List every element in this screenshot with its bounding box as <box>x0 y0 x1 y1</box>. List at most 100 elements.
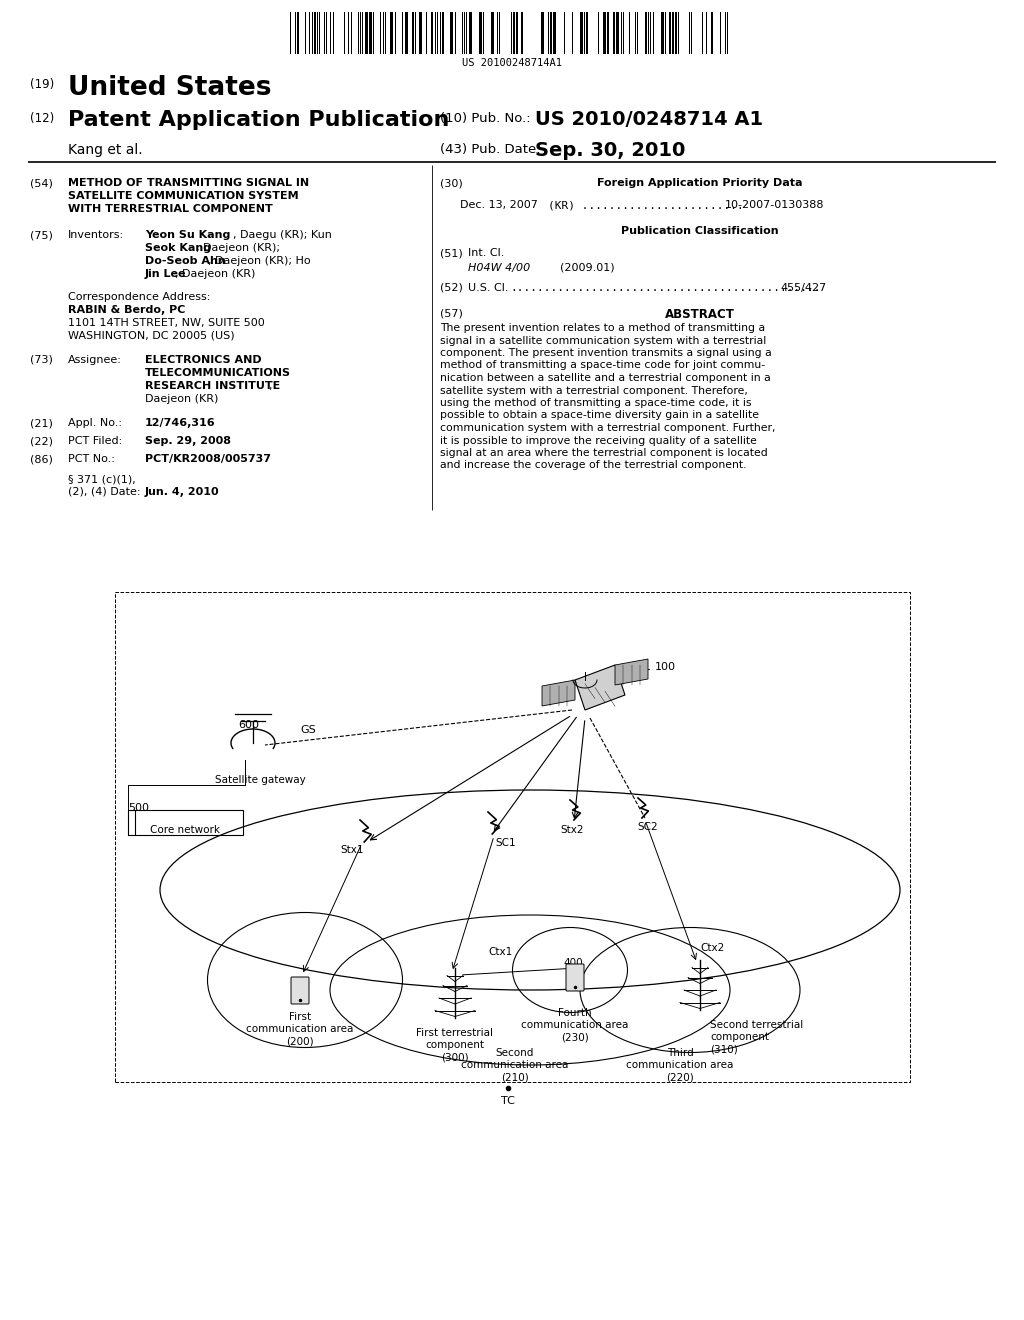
Text: Publication Classification: Publication Classification <box>622 226 779 236</box>
Text: 1101 14TH STREET, NW, SUITE 500: 1101 14TH STREET, NW, SUITE 500 <box>68 318 265 327</box>
Text: Do-Seob Ahn: Do-Seob Ahn <box>145 256 225 267</box>
Text: (57): (57) <box>440 308 463 318</box>
Bar <box>669 12 671 54</box>
Text: Assignee:: Assignee: <box>68 355 122 366</box>
Text: (43) Pub. Date:: (43) Pub. Date: <box>440 143 541 156</box>
Bar <box>586 12 588 54</box>
Bar <box>603 12 606 54</box>
Text: US 2010/0248714 A1: US 2010/0248714 A1 <box>535 110 763 129</box>
Bar <box>450 12 453 54</box>
Text: SATELLITE COMMUNICATION SYSTEM: SATELLITE COMMUNICATION SYSTEM <box>68 191 299 201</box>
Text: communication area: communication area <box>462 1060 568 1071</box>
Bar <box>513 12 515 54</box>
Text: communication area: communication area <box>247 1024 353 1034</box>
Text: Kang et al.: Kang et al. <box>68 143 142 157</box>
Text: RABIN & Berdo, PC: RABIN & Berdo, PC <box>68 305 185 315</box>
Text: (22): (22) <box>30 436 53 446</box>
Bar <box>412 12 414 54</box>
Text: 100: 100 <box>628 663 676 673</box>
Text: , Daejeon (KR): , Daejeon (KR) <box>175 269 255 279</box>
Bar <box>314 12 316 54</box>
Text: using the method of transmitting a space-time code, it is: using the method of transmitting a space… <box>440 399 752 408</box>
Text: component. The present invention transmits a signal using a: component. The present invention transmi… <box>440 348 772 358</box>
Text: 500: 500 <box>128 803 150 813</box>
Text: Fourth: Fourth <box>558 1008 592 1018</box>
Text: PCT Filed:: PCT Filed: <box>68 436 122 446</box>
Text: communication system with a terrestrial component. Further,: communication system with a terrestrial … <box>440 422 775 433</box>
FancyBboxPatch shape <box>566 964 584 991</box>
Text: Stx1: Stx1 <box>340 845 364 855</box>
Text: , Daegu (KR); Kun: , Daegu (KR); Kun <box>233 230 332 240</box>
Text: Jin Lee: Jin Lee <box>145 269 186 279</box>
Text: communication area: communication area <box>521 1020 629 1030</box>
Text: WASHINGTON, DC 20005 (US): WASHINGTON, DC 20005 (US) <box>68 331 234 341</box>
Text: Patent Application Publication: Patent Application Publication <box>68 110 450 129</box>
Bar <box>541 12 544 54</box>
Text: (19): (19) <box>30 78 54 91</box>
Bar <box>406 12 408 54</box>
Text: (310): (310) <box>710 1044 737 1053</box>
Bar <box>365 12 368 54</box>
Text: Stx2: Stx2 <box>560 825 584 836</box>
Text: signal in a satellite communication system with a terrestrial: signal in a satellite communication syst… <box>440 335 766 346</box>
Text: signal at an area where the terrestrial component is located: signal at an area where the terrestrial … <box>440 447 768 458</box>
Text: 400: 400 <box>563 958 583 968</box>
Text: Dec. 13, 2007: Dec. 13, 2007 <box>460 201 538 210</box>
Text: (54): (54) <box>30 178 53 187</box>
Bar <box>390 12 393 54</box>
Text: ,: , <box>268 381 271 391</box>
Text: Foreign Application Priority Data: Foreign Application Priority Data <box>597 178 803 187</box>
Text: Second: Second <box>496 1048 535 1059</box>
Bar <box>616 12 618 54</box>
Bar <box>490 12 494 54</box>
Text: component: component <box>426 1040 484 1049</box>
Text: ELECTRONICS AND: ELECTRONICS AND <box>145 355 261 366</box>
Bar <box>645 12 647 54</box>
Text: , Daejeon (KR);: , Daejeon (KR); <box>196 243 280 253</box>
Text: (KR) ........................: (KR) ........................ <box>548 201 743 210</box>
Text: (51): (51) <box>440 248 463 257</box>
Text: 600: 600 <box>238 719 259 730</box>
Text: Sep. 29, 2008: Sep. 29, 2008 <box>145 436 231 446</box>
Bar <box>662 12 664 54</box>
Text: METHOD OF TRANSMITTING SIGNAL IN: METHOD OF TRANSMITTING SIGNAL IN <box>68 178 309 187</box>
Text: Third: Third <box>667 1048 693 1059</box>
Text: (12): (12) <box>30 112 54 125</box>
Polygon shape <box>615 659 648 685</box>
Bar <box>580 12 583 54</box>
FancyBboxPatch shape <box>291 977 309 1005</box>
Text: component: component <box>710 1032 769 1041</box>
Bar <box>469 12 472 54</box>
Bar <box>419 12 422 54</box>
Text: (2009.01): (2009.01) <box>560 263 614 273</box>
Bar <box>128 810 243 836</box>
Bar <box>613 12 615 54</box>
Bar <box>431 12 433 54</box>
Text: Int. Cl.: Int. Cl. <box>468 248 505 257</box>
Text: Core network: Core network <box>150 825 220 836</box>
Text: (30): (30) <box>440 178 463 187</box>
Bar <box>553 12 556 54</box>
Bar <box>550 12 552 54</box>
Text: Satellite gateway: Satellite gateway <box>215 775 306 785</box>
Bar <box>672 12 674 54</box>
Text: TC: TC <box>501 1096 515 1106</box>
Text: SC1: SC1 <box>495 838 516 847</box>
Text: PCT/KR2008/005737: PCT/KR2008/005737 <box>145 454 271 465</box>
Text: PCT No.:: PCT No.: <box>68 454 115 465</box>
Text: (230): (230) <box>561 1032 589 1041</box>
Text: 12/746,316: 12/746,316 <box>145 418 216 428</box>
Text: United States: United States <box>68 75 271 102</box>
Text: TELECOMMUNICATIONS: TELECOMMUNICATIONS <box>145 368 291 378</box>
Text: Ctx1: Ctx1 <box>488 946 512 957</box>
Text: Daejeon (KR): Daejeon (KR) <box>145 393 218 404</box>
Text: WITH TERRESTRIAL COMPONENT: WITH TERRESTRIAL COMPONENT <box>68 205 272 214</box>
Text: method of transmitting a space-time code for joint commu-: method of transmitting a space-time code… <box>440 360 765 371</box>
Text: and increase the coverage of the terrestrial component.: and increase the coverage of the terrest… <box>440 461 746 470</box>
Text: (220): (220) <box>667 1072 694 1082</box>
Text: ABSTRACT: ABSTRACT <box>665 308 735 321</box>
Text: (2), (4) Date:: (2), (4) Date: <box>68 487 140 498</box>
Text: Second terrestrial: Second terrestrial <box>710 1020 803 1030</box>
Text: (73): (73) <box>30 355 53 366</box>
Bar <box>607 12 609 54</box>
